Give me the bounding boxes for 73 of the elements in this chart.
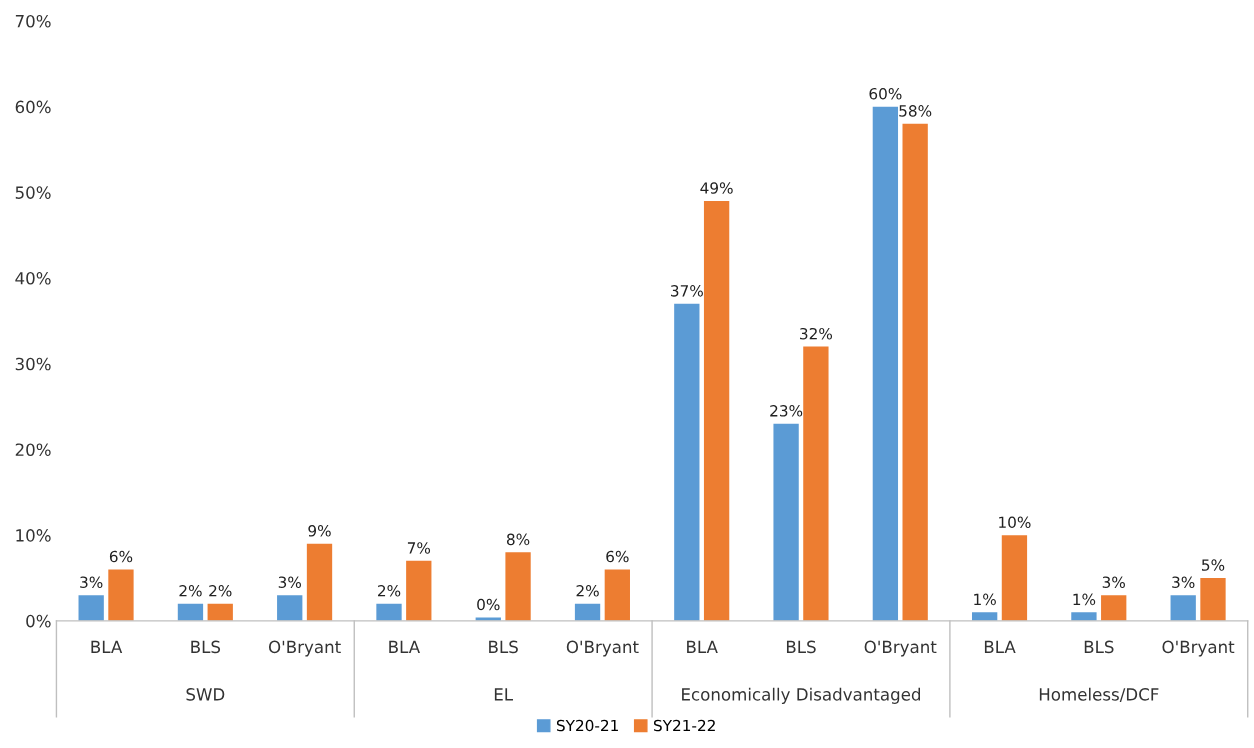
x-tick-label: BLS [191,640,221,654]
x-tick-label: O'Bryant [1162,640,1235,657]
bar [674,303,700,621]
text: Homeless/DCF [1039,687,1159,702]
bar [277,595,303,621]
data-label: 3% [278,576,301,588]
y-tick-label: 0% [26,614,51,628]
x-tick-label: BLA [91,640,123,653]
data-label: 1% [974,593,996,606]
bar [872,106,899,621]
y-tick-label: 10% [16,529,51,542]
y-tick-label: 50% [15,186,51,199]
data-label: 49% [700,182,733,194]
x-tick-label: BLS [489,640,518,654]
data-label: 32% [800,327,833,340]
y-tick-label: 70% [15,14,51,28]
x-tick-label: O'Bryant [566,640,639,657]
x-tick-label: O'Bryant [268,640,341,657]
bar [902,123,928,621]
y-tick-label: 60% [15,100,51,114]
bar [505,552,531,621]
x-tick-label: BLS [786,640,816,654]
data-label: 10% [999,516,1031,529]
bar [376,603,402,621]
data-label: 6% [606,550,629,563]
bar [177,603,204,621]
bar [703,200,730,621]
bar [1001,535,1028,621]
bar [1200,577,1226,621]
bar [1170,595,1196,621]
text: EL [494,688,513,701]
x-tick-label: BLA [389,640,420,653]
data-label: 3% [1172,576,1195,588]
data-label: 2% [179,585,202,597]
x-tick-label: BLA [984,640,1016,653]
x-tick-label: O'Bryant [864,640,937,657]
bar [574,603,601,621]
data-label: 0% [477,598,500,611]
bar [78,595,104,621]
data-label: 2% [378,585,401,597]
legend-label: SY21-22 [653,719,715,732]
bar [306,543,333,621]
data-label: 1% [1073,593,1096,606]
text: SWD [186,688,225,701]
bar [604,569,630,621]
y-tick-label: 30% [15,357,51,371]
bar [1071,612,1097,621]
x-tick-label: BLS [1084,640,1114,654]
data-label: 9% [308,525,331,537]
data-label: 7% [407,542,431,554]
data-label: 6% [109,550,133,563]
bar [207,603,233,621]
bar [971,612,998,621]
data-label: 37% [671,285,703,297]
data-label: 3% [1102,576,1125,588]
bar [803,346,829,621]
y-tick-label: 40% [15,272,51,285]
legend-label: SY20-21 [556,719,618,732]
data-label: 5% [1202,559,1225,571]
data-label: 58% [899,105,932,117]
data-label: 3% [80,576,103,588]
x-tick-label: BLA [687,640,718,653]
bar [1101,595,1127,621]
y-tick-label: 20% [15,443,51,457]
data-label: 23% [770,405,803,417]
data-label: 60% [869,87,902,100]
bar [773,423,799,621]
data-label: 2% [576,585,599,597]
data-label: 8% [506,533,530,546]
data-label: 2% [209,585,232,597]
bar [108,569,134,621]
bar [406,560,432,621]
text: Economically Disadvantaged [682,687,920,704]
